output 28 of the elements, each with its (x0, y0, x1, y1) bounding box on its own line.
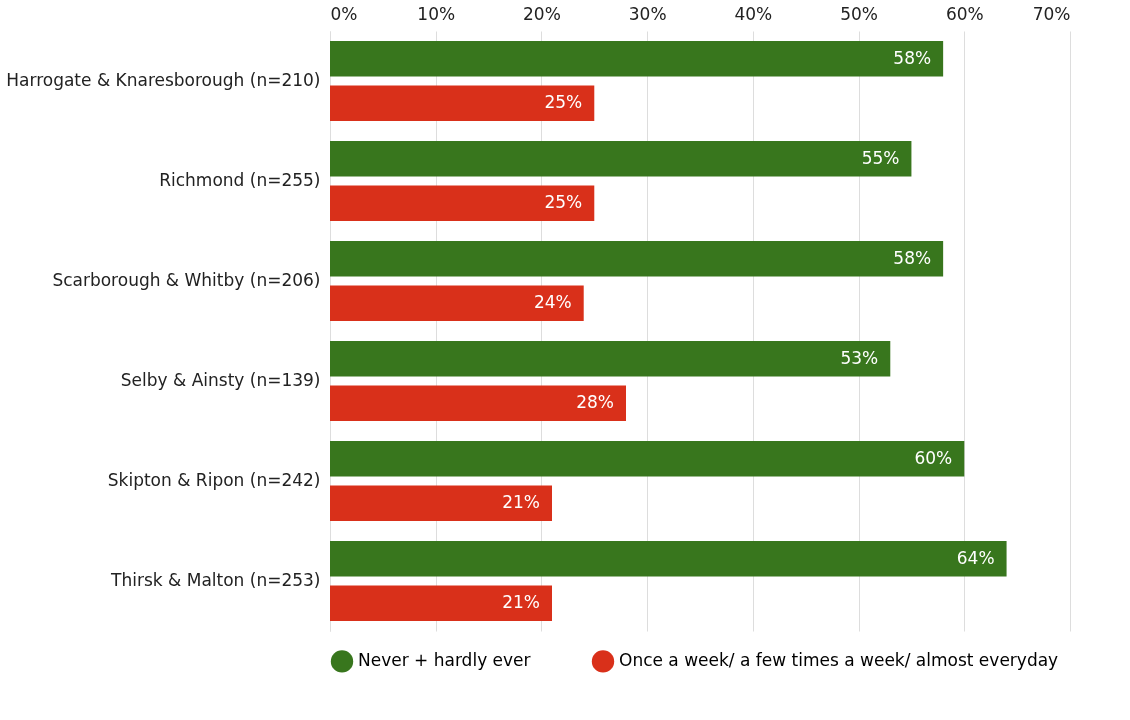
data-label: 53% (840, 347, 879, 368)
legend-label: Once a week/ a few times a week/ almost everyday (619, 650, 1059, 671)
x-tick-label: 60% (945, 3, 984, 24)
y-tick-label: Scarborough & Whitby (n=206) (52, 270, 321, 290)
data-label: 55% (861, 147, 900, 168)
data-label: 60% (914, 447, 953, 468)
y-tick-label: Selby & Ainsty (n=139) (120, 370, 321, 390)
data-label: 21% (502, 592, 540, 613)
x-tick-label: 10% (417, 3, 456, 24)
data-label: 58% (893, 47, 932, 68)
x-tick-label: 40% (734, 3, 773, 24)
data-label: 58% (893, 247, 932, 268)
legend-label: Never + hardly ever (358, 650, 531, 671)
x-tick-label: 20% (523, 3, 561, 24)
data-label: 24% (533, 292, 572, 313)
y-tick-label: Thirsk & Malton (n=253) (110, 570, 321, 590)
y-tick-label: Richmond (n=255) (159, 170, 321, 190)
x-tick-label: 50% (840, 3, 878, 24)
y-tick-label: Skipton & Ripon (n=242) (107, 470, 321, 490)
data-label: 28% (576, 392, 614, 413)
data-label: 25% (544, 192, 583, 213)
x-tick-label: 70% (1032, 3, 1071, 24)
data-label: 21% (502, 492, 540, 513)
data-label: 64% (956, 547, 995, 568)
x-tick-label: 0% (330, 3, 358, 24)
y-tick-label: Harrogate & Knaresborough (n=210) (6, 70, 321, 90)
data-label: 25% (544, 92, 583, 113)
x-tick-label: 30% (628, 3, 667, 24)
